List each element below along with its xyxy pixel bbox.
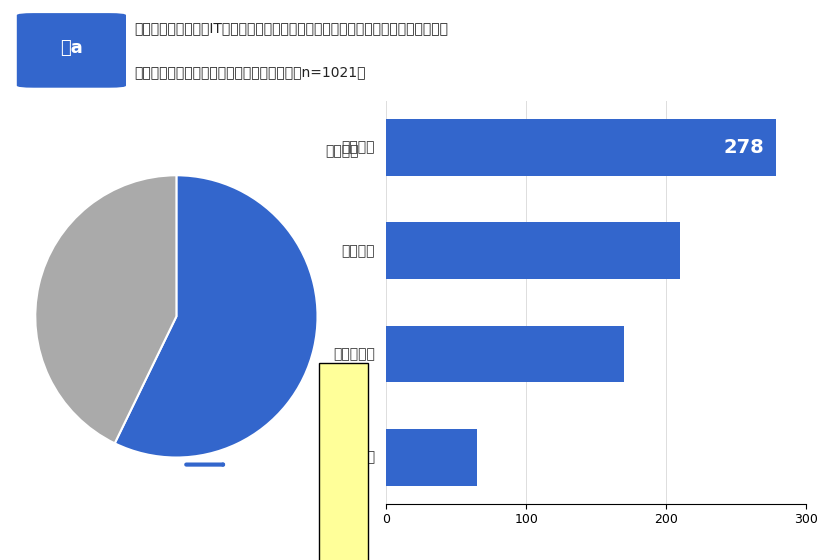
Bar [386, 325, 624, 382]
Text: あなたのお勤め先でIT製品やサービスを導入する際、あなたの役割として当てはま: あなたのお勤め先でIT製品やサービスを導入する際、あなたの役割として当てはま [134, 21, 449, 35]
Bar [386, 429, 477, 486]
Text: 検討～決定: 検討～決定 [333, 347, 375, 361]
Wedge shape [35, 175, 176, 444]
FancyBboxPatch shape [17, 13, 126, 88]
Text: 278: 278 [723, 138, 764, 157]
Bar [386, 222, 680, 279]
Text: その他: その他 [350, 450, 375, 464]
Text: 57.2%: 57.2% [32, 547, 95, 560]
Bar [386, 119, 775, 176]
Wedge shape [115, 175, 318, 458]
Text: 図a: 図a [60, 39, 83, 57]
Text: 情報収集: 情報収集 [342, 141, 375, 155]
Text: 情報収集: 情報収集 [326, 144, 359, 158]
Text: 回答あり: 回答あり [44, 512, 83, 530]
Text: るものを選んでください。【複数回答可】（n=1021）: るものを選んでください。【複数回答可】（n=1021） [134, 66, 366, 80]
Text: 社内提案: 社内提案 [342, 244, 375, 258]
FancyBboxPatch shape [319, 363, 368, 560]
